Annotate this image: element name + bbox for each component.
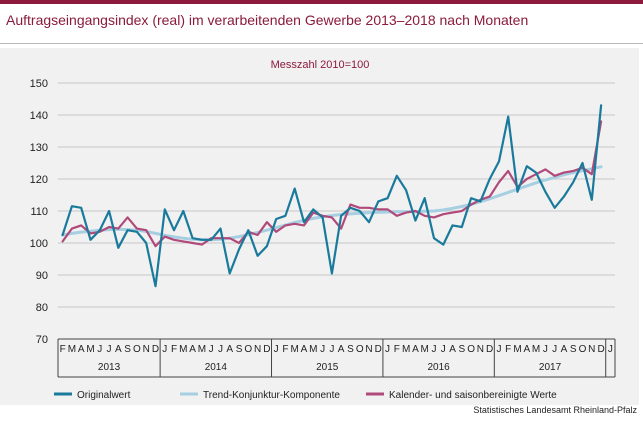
x-tick-label: F (171, 344, 177, 355)
x-tick-label: J (274, 344, 279, 355)
x-tick-label: O (579, 344, 587, 355)
year-label: 2014 (205, 362, 228, 373)
x-tick-label: S (570, 344, 577, 355)
x-tick-label: J (209, 344, 214, 355)
x-tick-label: J (608, 344, 613, 355)
y-tick-label: 120 (30, 174, 48, 186)
x-tick-label: M (309, 344, 317, 355)
series-line-trend (61, 165, 603, 242)
x-tick-label: A (412, 344, 419, 355)
x-tick-label: J (218, 344, 223, 355)
x-tick-label: J (496, 344, 501, 355)
y-tick-label: 110 (30, 206, 48, 218)
chart-panel: Messzahl 2010=100 70 80 90 100 110 120 130 140 1… (0, 48, 639, 405)
title-divider (0, 43, 643, 44)
y-tick-label: 80 (36, 302, 48, 314)
x-tick-label: O (133, 344, 141, 355)
year-label: 2016 (427, 362, 450, 373)
x-tick-label: F (60, 344, 66, 355)
x-tick-label: J (320, 344, 325, 355)
x-tick-label: J (385, 344, 390, 355)
x-tick-label: A (78, 344, 85, 355)
page-title: Auftragseingangsindex (real) im verarbei… (6, 12, 529, 28)
x-tick-label: N (365, 344, 372, 355)
y-tick-label: 150 (30, 78, 48, 90)
source-note: Statistisches Landesamt Rheinland-Pfalz (473, 405, 637, 415)
x-tick-label: S (347, 344, 354, 355)
x-tick-label: D (597, 344, 604, 355)
x-tick-label: A (523, 344, 530, 355)
y-tick-label: 90 (36, 270, 48, 282)
x-tick-label: M (513, 344, 521, 355)
x-tick-label: A (226, 344, 233, 355)
x-tick-label: A (449, 344, 456, 355)
series-line-original (61, 104, 603, 288)
x-tick-label: M (179, 344, 187, 355)
x-tick-label: J (552, 344, 557, 355)
x-tick-label: J (543, 344, 548, 355)
x-tick-label: S (458, 344, 465, 355)
x-tick-label: F (394, 344, 400, 355)
x-tick-label: D (375, 344, 382, 355)
chart-subtitle: Messzahl 2010=100 (271, 59, 370, 71)
x-tick-label: A (189, 344, 196, 355)
x-tick-label: M (86, 344, 94, 355)
y-tick-label: 100 (30, 238, 48, 250)
x-tick-label: O (467, 344, 475, 355)
y-tick-label: 130 (30, 142, 48, 154)
x-tick-label: J (97, 344, 102, 355)
x-tick-label: O (244, 344, 252, 355)
legend-label: Trend-Konjunktur-Komponente (203, 390, 340, 401)
x-tick-label: A (115, 344, 122, 355)
x-tick-label: N (254, 344, 261, 355)
x-tick-label: J (162, 344, 167, 355)
x-tick-label: M (291, 344, 299, 355)
series-line-adjusted (61, 120, 603, 248)
x-tick-label: A (301, 344, 308, 355)
x-tick-label: F (282, 344, 288, 355)
x-tick-label: M (532, 344, 540, 355)
year-label: 2015 (316, 362, 339, 373)
legend-label: Originalwert (77, 390, 131, 401)
line-chart: Messzahl 2010=100 70 80 90 100 110 120 130 140 1… (30, 59, 616, 401)
x-tick-label: N (477, 344, 484, 355)
x-tick-label: O (356, 344, 364, 355)
x-tick-label: M (198, 344, 206, 355)
x-tick-label: N (588, 344, 595, 355)
x-tick-label: D (486, 344, 493, 355)
top-accent-bar (0, 0, 643, 4)
x-tick-label: J (107, 344, 112, 355)
x-tick-label: D (152, 344, 159, 355)
y-tick-label: 140 (30, 110, 48, 122)
x-tick-label: N (143, 344, 150, 355)
x-tick-label: J (441, 344, 446, 355)
x-tick-label: D (263, 344, 270, 355)
x-tick-label: M (402, 344, 410, 355)
x-tick-label: S (124, 344, 131, 355)
x-tick-label: M (68, 344, 76, 355)
year-label: 2013 (98, 362, 121, 373)
legend-label: Kalender- und saisonbereinigte Werte (389, 390, 557, 401)
x-tick-label: F (505, 344, 511, 355)
x-tick-label: A (561, 344, 568, 355)
year-label: 2017 (539, 362, 562, 373)
x-tick-label: J (431, 344, 436, 355)
x-tick-label: M (421, 344, 429, 355)
y-tick-label: 70 (36, 334, 48, 346)
x-tick-label: A (338, 344, 345, 355)
x-tick-label: J (329, 344, 334, 355)
x-tick-label: S (236, 344, 243, 355)
